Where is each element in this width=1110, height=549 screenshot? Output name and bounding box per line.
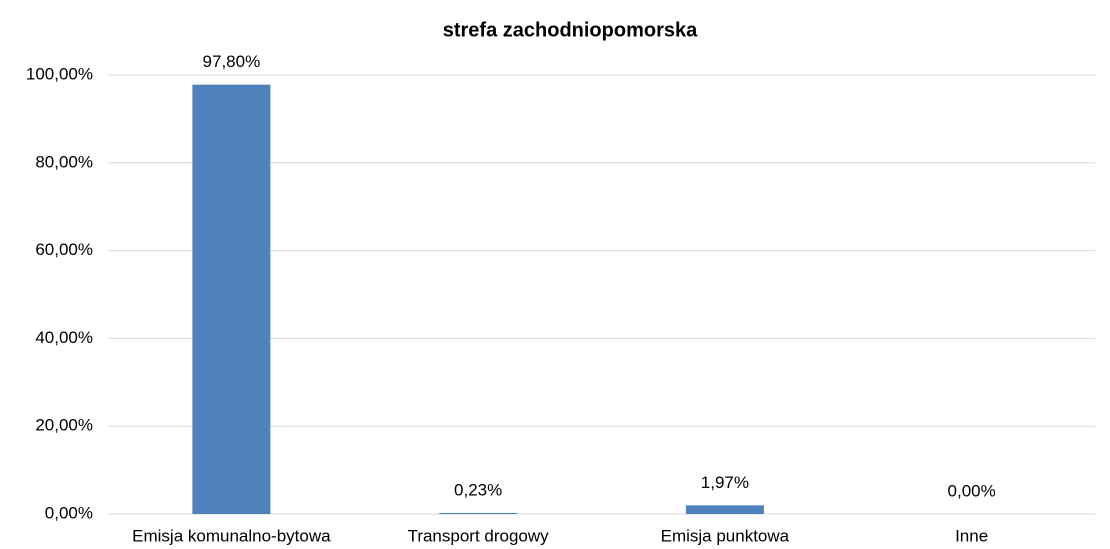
data-label: 0,00% — [948, 481, 996, 500]
x-tick-label: Emisja komunalno-bytowa — [132, 526, 331, 545]
x-tick-label: Emisja punktowa — [661, 526, 790, 545]
bar — [685, 505, 764, 514]
x-tick-label: Transport drogowy — [408, 526, 550, 545]
y-tick-label: 20,00% — [35, 416, 93, 435]
y-tick-label: 60,00% — [35, 240, 93, 259]
y-tick-label: 0,00% — [45, 503, 93, 522]
y-tick-label: 80,00% — [35, 152, 93, 171]
data-label: 0,23% — [454, 480, 502, 499]
data-label: 97,80% — [203, 52, 261, 71]
y-tick-label: 100,00% — [26, 64, 93, 83]
y-tick-label: 40,00% — [35, 328, 93, 347]
bar — [439, 512, 518, 514]
chart-title: strefa zachodniopomorska — [443, 19, 698, 41]
bar — [192, 84, 271, 515]
data-label: 1,97% — [701, 473, 749, 492]
x-tick-label: Inne — [955, 526, 988, 545]
